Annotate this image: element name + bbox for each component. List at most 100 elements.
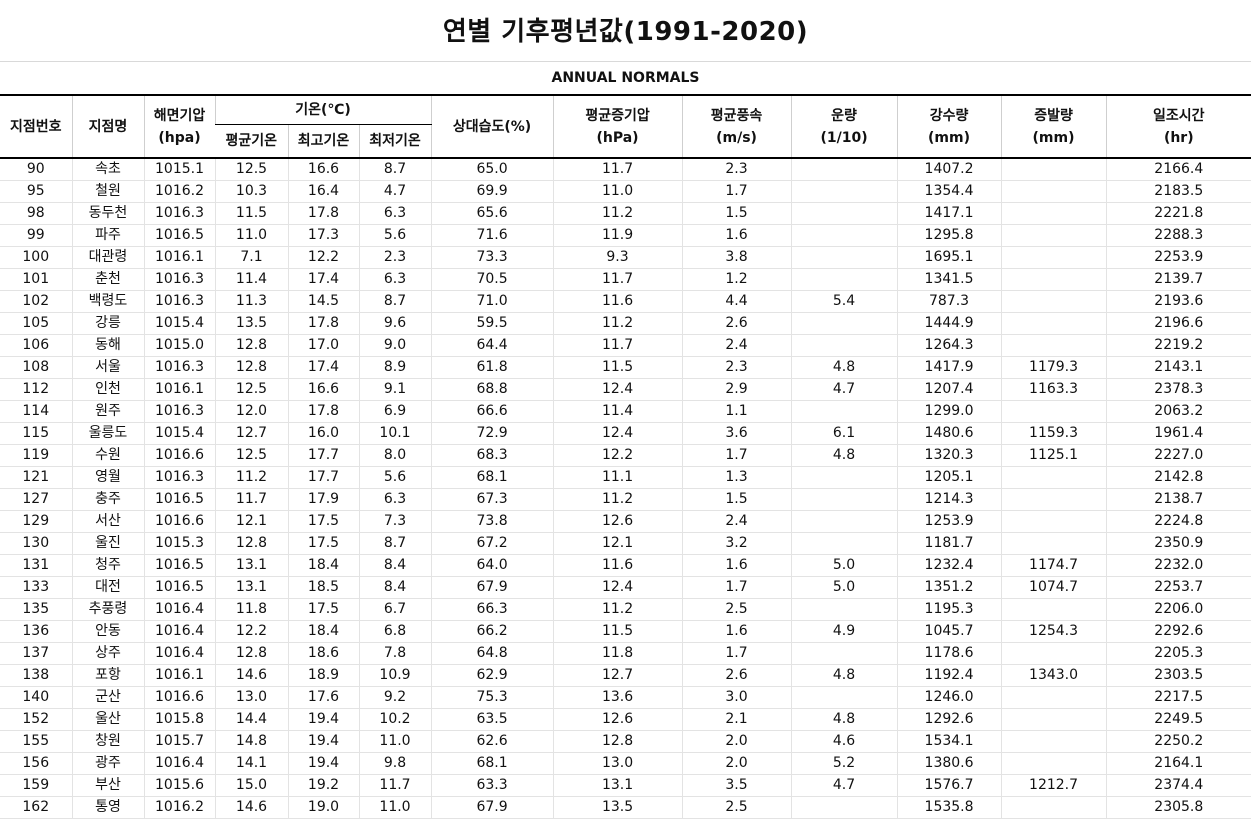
cell-temp-mean: 11.5	[214, 202, 288, 225]
table-row: 119 수원 1016.6 12.5 17.7 8.0 68.3 12.2 1.7 4.8 1320…	[0, 444, 1251, 467]
cell-humidity: 66.2	[430, 620, 554, 643]
cell-humidity: 70.5	[430, 268, 554, 291]
cell-wind: 1.5	[681, 202, 792, 225]
header-vapor: 평균증기압 (hPa)	[552, 94, 683, 159]
cell-temp-max: 19.4	[287, 708, 359, 731]
cell-station-no: 130	[0, 532, 72, 555]
cell-temp-mean: 13.1	[214, 576, 288, 599]
cell-temp-mean: 11.7	[214, 488, 288, 511]
table-row: 135 추풍령 1016.4 11.8 17.5 6.7 66.3 11.2 2.5 1195.3…	[0, 598, 1251, 621]
cell-temp-max: 17.5	[287, 532, 359, 555]
cell-station-no: 121	[0, 466, 72, 489]
cell-temp-min: 8.7	[358, 158, 432, 181]
cell-temp-mean: 11.0	[214, 224, 288, 247]
cell-evap: 1159.3	[1000, 422, 1107, 445]
cell-sunshine: 2303.5	[1105, 664, 1251, 687]
cell-station-no: 95	[0, 180, 72, 203]
cell-temp-mean: 12.8	[214, 532, 288, 555]
cell-cloud	[790, 400, 898, 423]
cell-station-name: 속초	[71, 158, 144, 181]
cell-station-name: 대전	[71, 576, 144, 599]
page-subtitle: ANNUAL NORMALS	[551, 70, 700, 86]
header-humidity: 상대습도(%)	[430, 94, 554, 159]
cell-station-name: 충주	[71, 488, 144, 511]
cell-temp-max: 16.4	[287, 180, 359, 203]
cell-station-name: 대관령	[71, 246, 144, 269]
cell-station-no: 129	[0, 510, 72, 533]
cell-sea-pressure: 1016.4	[143, 752, 215, 775]
cell-precip: 1417.9	[896, 356, 1002, 379]
page-title: 연별 기후평년값(1991-2020)	[0, 0, 1251, 62]
cell-evap: 1343.0	[1000, 664, 1107, 687]
cell-evap	[1000, 642, 1107, 665]
cell-sunshine: 2196.6	[1105, 312, 1251, 335]
cell-temp-max: 17.3	[287, 224, 359, 247]
cell-sunshine: 2350.9	[1105, 532, 1251, 555]
cell-station-name: 영월	[71, 466, 144, 489]
cell-station-name: 동두천	[71, 202, 144, 225]
cell-temp-min: 11.0	[358, 796, 432, 819]
cell-temp-mean: 11.3	[214, 290, 288, 313]
cell-sunshine: 2378.3	[1105, 378, 1251, 401]
table-row: 127 충주 1016.5 11.7 17.9 6.3 67.3 11.2 1.5 1214.3 2…	[0, 488, 1251, 511]
cell-station-no: 159	[0, 774, 72, 797]
cell-evap	[1000, 202, 1107, 225]
cell-wind: 3.2	[681, 532, 792, 555]
cell-cloud: 4.8	[790, 664, 898, 687]
header-sunshine-unit: (hr)	[1163, 129, 1194, 146]
header-wind-label: 평균풍속	[710, 107, 763, 124]
cell-wind: 2.5	[681, 796, 792, 819]
cell-precip: 1534.1	[896, 730, 1002, 753]
table-row: 137 상주 1016.4 12.8 18.6 7.8 64.8 11.8 1.7 1178.6 2…	[0, 642, 1251, 665]
cell-temp-min: 7.8	[358, 642, 432, 665]
header-precip-unit: (mm)	[928, 129, 971, 146]
cell-vapor: 11.1	[552, 466, 683, 489]
cell-sunshine: 2249.5	[1105, 708, 1251, 731]
cell-precip: 1407.2	[896, 158, 1002, 181]
cell-vapor: 12.7	[552, 664, 683, 687]
cell-evap	[1000, 598, 1107, 621]
cell-precip: 1295.8	[896, 224, 1002, 247]
cell-cloud: 5.4	[790, 290, 898, 313]
cell-vapor: 13.1	[552, 774, 683, 797]
cell-evap	[1000, 532, 1107, 555]
cell-precip: 1341.5	[896, 268, 1002, 291]
cell-sea-pressure: 1016.6	[143, 444, 215, 467]
cell-temp-max: 17.8	[287, 202, 359, 225]
cell-precip: 1246.0	[896, 686, 1002, 709]
cell-temp-min: 9.0	[358, 334, 432, 357]
header-sunshine-label: 일조시간	[1153, 107, 1205, 124]
cell-temp-max: 17.4	[287, 268, 359, 291]
cell-vapor: 12.4	[552, 576, 683, 599]
table-row: 114 원주 1016.3 12.0 17.8 6.9 66.6 11.4 1.1 1299.0 2…	[0, 400, 1251, 423]
cell-precip: 1253.9	[896, 510, 1002, 533]
cell-vapor: 11.2	[552, 488, 683, 511]
cell-temp-min: 4.7	[358, 180, 432, 203]
cell-vapor: 12.2	[552, 444, 683, 467]
cell-wind: 2.3	[681, 356, 792, 379]
cell-temp-min: 8.7	[358, 290, 432, 313]
cell-temp-max: 19.4	[287, 752, 359, 775]
cell-wind: 2.4	[681, 510, 792, 533]
cell-precip: 1207.4	[896, 378, 1002, 401]
cell-precip: 787.3	[896, 290, 1002, 313]
cell-station-name: 청주	[71, 554, 144, 577]
header-temp-min: 최저기온	[358, 124, 432, 159]
cell-sea-pressure: 1016.5	[143, 554, 215, 577]
cell-humidity: 67.9	[430, 796, 554, 819]
cell-wind: 1.5	[681, 488, 792, 511]
cell-sunshine: 1961.4	[1105, 422, 1251, 445]
cell-temp-mean: 12.5	[214, 158, 288, 181]
table-row: 133 대전 1016.5 13.1 18.5 8.4 67.9 12.4 1.7 5.0 1351…	[0, 576, 1251, 599]
cell-cloud	[790, 686, 898, 709]
cell-temp-mean: 11.8	[214, 598, 288, 621]
cell-sea-pressure: 1015.8	[143, 708, 215, 731]
cell-evap	[1000, 290, 1107, 313]
cell-sea-pressure: 1016.3	[143, 356, 215, 379]
cell-temp-min: 6.7	[358, 598, 432, 621]
table-row: 95 철원 1016.2 10.3 16.4 4.7 69.9 11.0 1.7 1354.4 21…	[0, 180, 1251, 203]
cell-wind: 3.0	[681, 686, 792, 709]
cell-temp-max: 17.7	[287, 466, 359, 489]
cell-sea-pressure: 1016.5	[143, 224, 215, 247]
cell-sunshine: 2292.6	[1105, 620, 1251, 643]
